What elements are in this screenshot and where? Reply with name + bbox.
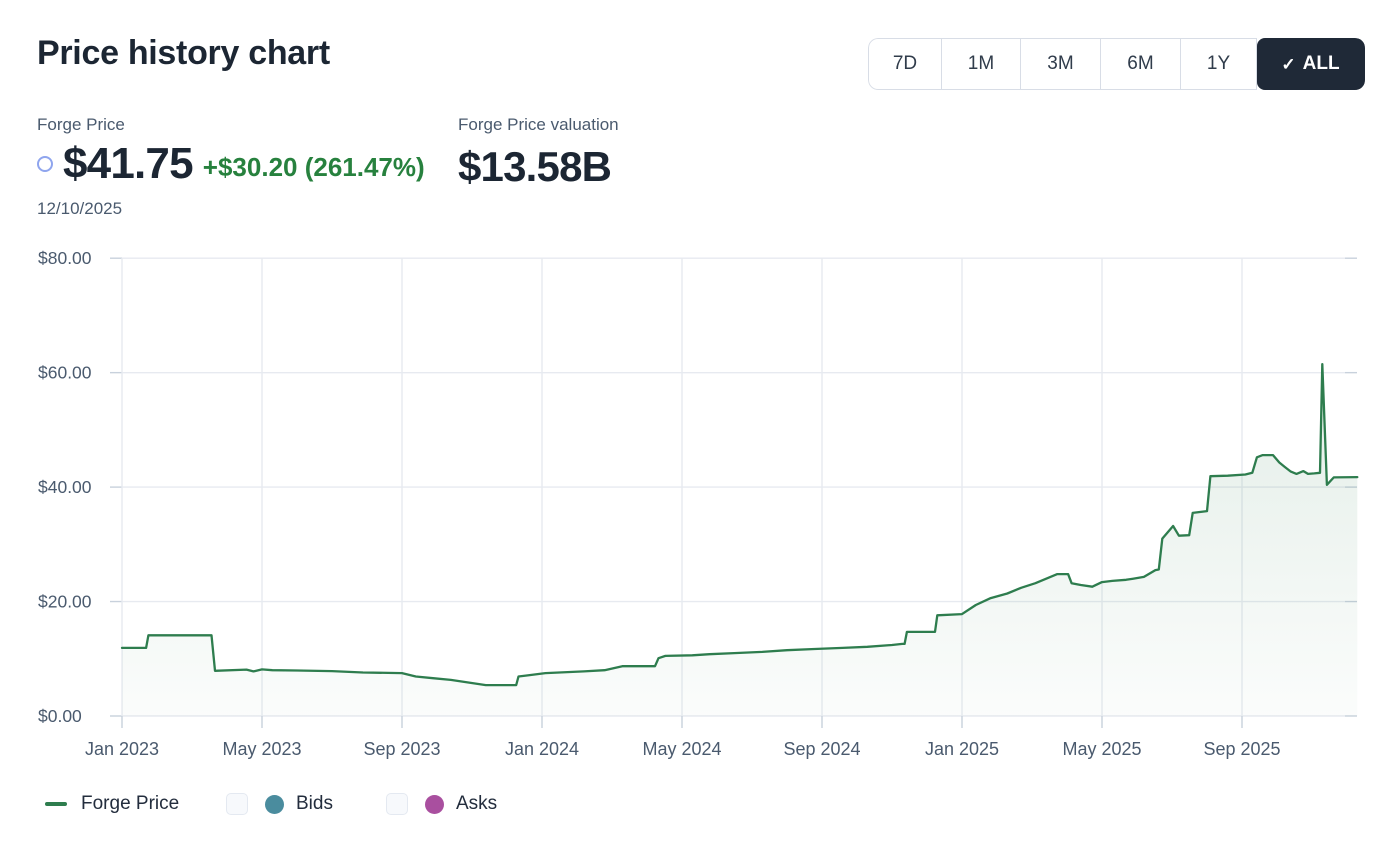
y-tick-label: $60.00 — [38, 363, 92, 383]
y-tick-label: $20.00 — [38, 592, 92, 612]
x-tick-label: Jan 2025 — [925, 739, 999, 759]
x-tick-label: Jan 2023 — [85, 739, 159, 759]
grid — [110, 257, 1357, 728]
x-tick-label: May 2023 — [222, 739, 301, 759]
dot-swatch-icon — [425, 794, 444, 814]
x-tick-label: Sep 2023 — [363, 739, 440, 759]
range-button-1m[interactable]: 1M — [942, 38, 1021, 90]
valuation-label: Forge Price valuation — [458, 115, 619, 134]
y-tick-label: $0.00 — [38, 706, 82, 726]
valuation-value: $13.58B — [458, 143, 612, 190]
y-tick-label: $40.00 — [38, 477, 92, 497]
range-button-7d[interactable]: 7D — [868, 38, 942, 90]
range-button-label: 6M — [1127, 53, 1154, 74]
chart-svg[interactable]: $0.00 $20.00 $40.00 $60.00 $80.00 Jan 2023 May… — [0, 240, 1400, 780]
legend-item-forge-price: Forge Price — [45, 788, 179, 820]
current-price: $41.75 — [63, 139, 194, 188]
range-button-all[interactable]: ✓ ALL — [1257, 38, 1365, 90]
price-marker-icon — [37, 156, 53, 172]
check-icon: ✓ — [1281, 54, 1296, 74]
range-button-1y[interactable]: 1Y — [1181, 38, 1257, 90]
x-tick-label: Jan 2024 — [505, 739, 579, 759]
dot-swatch-icon — [265, 794, 284, 814]
legend-label: Forge Price — [81, 793, 180, 814]
legend-label: Bids — [296, 793, 333, 814]
x-axis-labels: Jan 2023 May 2023 Sep 2023 Jan 2024 May 2024… — [85, 739, 1281, 759]
legend-item-bids: Bids — [226, 788, 333, 820]
range-button-3m[interactable]: 3M — [1021, 38, 1101, 90]
price-line — [120, 362, 1359, 687]
price-history-chart[interactable]: $0.00 $20.00 $40.00 $60.00 $80.00 Jan 2023 May… — [0, 240, 1400, 780]
x-tick-label: May 2024 — [642, 739, 721, 759]
range-button-6m[interactable]: 6M — [1101, 38, 1181, 90]
price-area — [122, 364, 1358, 716]
x-tick-label: Sep 2024 — [783, 739, 860, 759]
legend-label: Asks — [456, 793, 498, 814]
price-date: 12/10/2025 — [37, 199, 123, 218]
range-button-label: ALL — [1302, 53, 1340, 74]
range-button-label: 7D — [892, 53, 918, 74]
x-tick-label: May 2025 — [1062, 739, 1141, 759]
y-tick-label: $80.00 — [38, 248, 92, 268]
y-axis-labels: $0.00 $20.00 $40.00 $60.00 $80.00 — [38, 248, 92, 726]
range-selector: 7D 1M 3M 6M 1Y ✓ ALL — [868, 38, 1365, 90]
x-tick-label: Sep 2025 — [1203, 739, 1280, 759]
legend-checkbox-bids[interactable] — [226, 793, 248, 815]
range-button-label: 1Y — [1206, 53, 1231, 74]
price-change: +$30.20 (261.47%) — [202, 152, 425, 182]
chart-legend: Forge Price Bids Asks — [0, 788, 1400, 820]
range-button-label: 3M — [1047, 53, 1074, 74]
line-swatch-icon — [45, 802, 67, 806]
price-row: $41.75 +$30.20 (261.47%) — [37, 142, 425, 186]
range-button-label: 1M — [967, 53, 995, 74]
page-title: Price history chart — [37, 34, 330, 72]
legend-checkbox-asks[interactable] — [386, 793, 408, 815]
legend-item-asks: Asks — [386, 788, 497, 820]
forge-price-label: Forge Price — [37, 115, 125, 134]
